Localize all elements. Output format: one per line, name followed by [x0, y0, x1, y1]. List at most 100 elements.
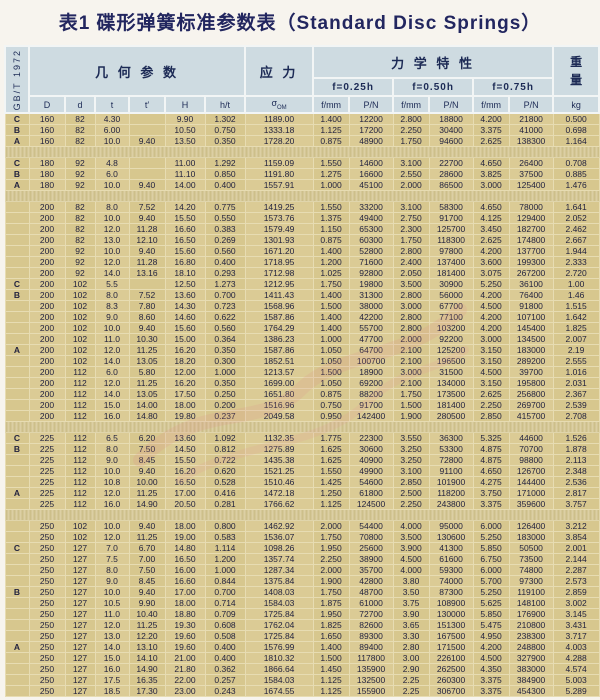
data-cell: 87300 [428, 586, 474, 598]
data-cell: 9.40 [128, 322, 166, 334]
separator-row [4, 509, 600, 521]
data-cell: 250 [28, 575, 66, 587]
data-cell: 3.002 [552, 597, 600, 609]
series-cell: A [4, 344, 30, 356]
standard-number: GB/T 1972 [12, 48, 22, 111]
data-cell: 4.574 [552, 663, 600, 675]
data-cell: 36100 [508, 278, 554, 290]
table-row: 250 127 12.0 11.25 19.30 0.608 1762.04 1.825 826… [4, 619, 600, 631]
series-cell [4, 553, 30, 565]
data-cell: 1587.86 [244, 311, 314, 323]
table-row: 200 82 10.0 9.40 15.50 0.550 1573.76 1.375 49400… [4, 212, 600, 224]
data-cell: 3.075 [472, 267, 510, 279]
data-cell: 0.350 [204, 344, 246, 356]
data-cell: 200 [28, 201, 66, 213]
data-cell: 11.00 [164, 157, 206, 169]
data-cell: 7.00 [128, 553, 166, 565]
data-cell: 102 [64, 300, 96, 312]
data-cell: 14.00 [164, 179, 206, 191]
data-cell: 1568.96 [244, 300, 314, 312]
data-cell: 0.722 [204, 454, 246, 466]
data-cell: 16.50 [164, 476, 206, 488]
data-cell: 0.383 [204, 223, 246, 235]
series-cell [4, 498, 30, 510]
data-cell: 3.65 [392, 619, 430, 631]
data-cell: 91700 [428, 212, 474, 224]
series-cell [4, 663, 30, 675]
data-cell: 1.273 [204, 278, 246, 290]
series-cell [4, 399, 30, 411]
data-cell: 18.00 [164, 399, 206, 411]
data-cell: 1.775 [312, 432, 350, 444]
data-cell: 17.50 [164, 388, 206, 400]
data-cell: 1.125 [312, 685, 350, 697]
data-cell: 42200 [348, 311, 394, 323]
data-cell: 2.625 [472, 135, 510, 147]
data-cell: 1.515 [552, 300, 600, 312]
data-cell: 112 [64, 487, 96, 499]
table-row: C 200 102 5.5 12.50 1.273 1212.95 1.750 19800 3.5… [4, 278, 600, 290]
data-cell: 250 [28, 674, 66, 686]
data-cell: 180 [28, 168, 66, 180]
data-cell: 2.100 [392, 377, 430, 389]
data-cell: 101900 [428, 476, 474, 488]
series-cell [4, 476, 30, 488]
data-cell: 200 [28, 289, 66, 301]
data-cell: 16600 [348, 168, 394, 180]
data-cell: 5.003 [552, 674, 600, 686]
data-cell: 0.700 [204, 289, 246, 301]
data-cell: 200 [28, 333, 66, 345]
data-cell: 3.100 [392, 201, 430, 213]
data-cell: 0.200 [204, 399, 246, 411]
table-row: 250 127 15.0 14.10 21.00 0.400 1810.32 1.500 117… [4, 652, 600, 664]
series-cell [4, 520, 30, 532]
data-cell: 0.500 [552, 112, 600, 125]
data-cell: 3.000 [392, 366, 430, 378]
data-cell: 1.400 [312, 322, 350, 334]
data-cell: 102 [64, 333, 96, 345]
data-cell: 70700 [508, 443, 554, 455]
data-cell: 0.875 [312, 234, 350, 246]
data-cell: 1762.04 [244, 619, 314, 631]
data-cell: 1536.07 [244, 531, 314, 543]
data-cell: 3.375 [472, 124, 510, 136]
series-cell [4, 322, 30, 334]
data-cell: 0.723 [204, 300, 246, 312]
table-row: 250 127 11.0 10.40 18.80 0.709 1725.84 1.950 727… [4, 608, 600, 620]
data-cell: 1.750 [392, 135, 430, 147]
table-row: A 250 127 14.0 13.10 19.60 0.400 1576.99 1.400 89… [4, 641, 600, 653]
data-cell: 16.50 [164, 234, 206, 246]
header-f025: f=0.25h [312, 77, 395, 97]
data-cell: 3.717 [552, 630, 600, 642]
table-row: 250 102 10.0 9.40 18.00 0.800 1462.92 2.000 5440… [4, 520, 600, 532]
data-cell: 41300 [428, 542, 474, 554]
data-cell: 1375.84 [244, 575, 314, 587]
data-cell: 0.812 [204, 443, 246, 455]
data-cell: 78000 [508, 201, 554, 213]
data-cell: 180 [28, 179, 66, 191]
data-cell: 7.5 [94, 553, 130, 565]
separator-cell [4, 509, 600, 521]
data-cell: 8.3 [94, 300, 130, 312]
series-cell: B [4, 586, 30, 598]
data-cell: 10.0 [94, 322, 130, 334]
data-cell: 181400 [428, 399, 474, 411]
data-cell: 1357.74 [244, 553, 314, 565]
table-row: 200 102 11.0 10.30 15.00 0.364 1386.23 1.000 477… [4, 333, 600, 345]
data-cell: 16.0 [94, 410, 130, 422]
series-cell [4, 377, 30, 389]
data-cell: 2.80 [392, 641, 430, 653]
data-cell: 9.90 [128, 597, 166, 609]
data-cell: 306700 [428, 685, 474, 697]
data-cell: 18800 [428, 112, 474, 125]
table-row: 200 82 13.0 12.10 16.50 0.269 1301.93 0.875 6030… [4, 234, 600, 246]
data-cell: 117800 [348, 652, 394, 664]
data-cell: 10.0 [94, 520, 130, 532]
series-cell [4, 465, 30, 477]
table-row: 200 112 16.0 14.80 19.80 0.237 2049.58 0.950 142… [4, 410, 600, 422]
data-cell: 2.348 [552, 465, 600, 477]
series-cell [4, 630, 30, 642]
data-cell: 0.775 [204, 201, 246, 213]
table-row: B 225 112 8.0 7.50 14.50 0.812 1275.89 1.625 3060… [4, 443, 600, 455]
data-cell: 1.500 [312, 300, 350, 312]
